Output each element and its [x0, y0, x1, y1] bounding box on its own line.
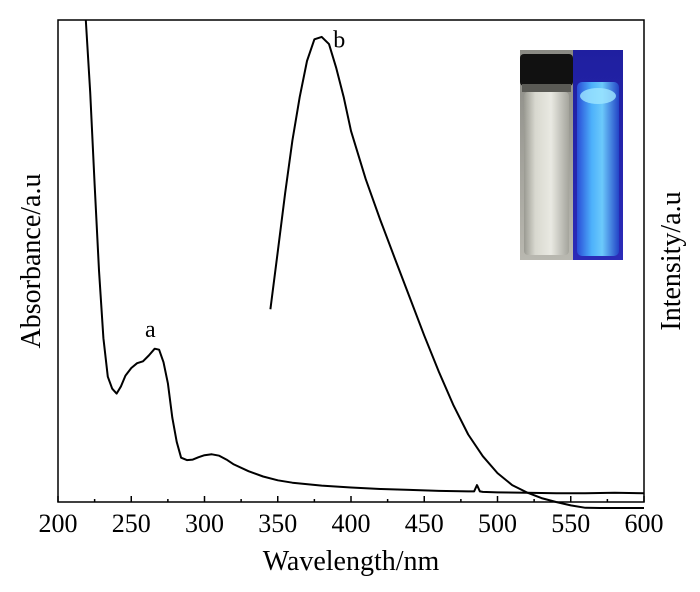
vial-neck [522, 84, 571, 92]
vial-cap [520, 54, 573, 86]
absorbance-curve-a [84, 19, 645, 495]
x-tick-label-350: 350 [258, 509, 297, 538]
y-axis-right-label: Intensity/a.u [656, 191, 687, 330]
vial-glow [580, 88, 616, 104]
x-tick-label-500: 500 [478, 509, 517, 538]
x-tick-label-400: 400 [332, 509, 371, 538]
x-tick-label-250: 250 [112, 509, 151, 538]
x-ticks: 200 250 300 350 400 450 500 550 600 [39, 496, 664, 538]
x-tick-label-300: 300 [185, 509, 224, 538]
series-a-annotation: a [145, 317, 156, 343]
series-group [84, 19, 645, 509]
inset-photo [520, 50, 623, 260]
fluorescent-vial [577, 82, 619, 256]
series-b-annotation: b [333, 27, 345, 53]
clear-vial [524, 92, 569, 255]
emission-curve-b [269, 35, 644, 509]
x-tick-label-600: 600 [625, 509, 664, 538]
x-tick-label-450: 450 [405, 509, 444, 538]
x-tick-label-550: 550 [551, 509, 590, 538]
x-axis-label: Wavelength/nm [263, 546, 440, 577]
y-axis-left-label: Absorbance/a.u [16, 174, 47, 349]
x-tick-label-200: 200 [39, 509, 78, 538]
